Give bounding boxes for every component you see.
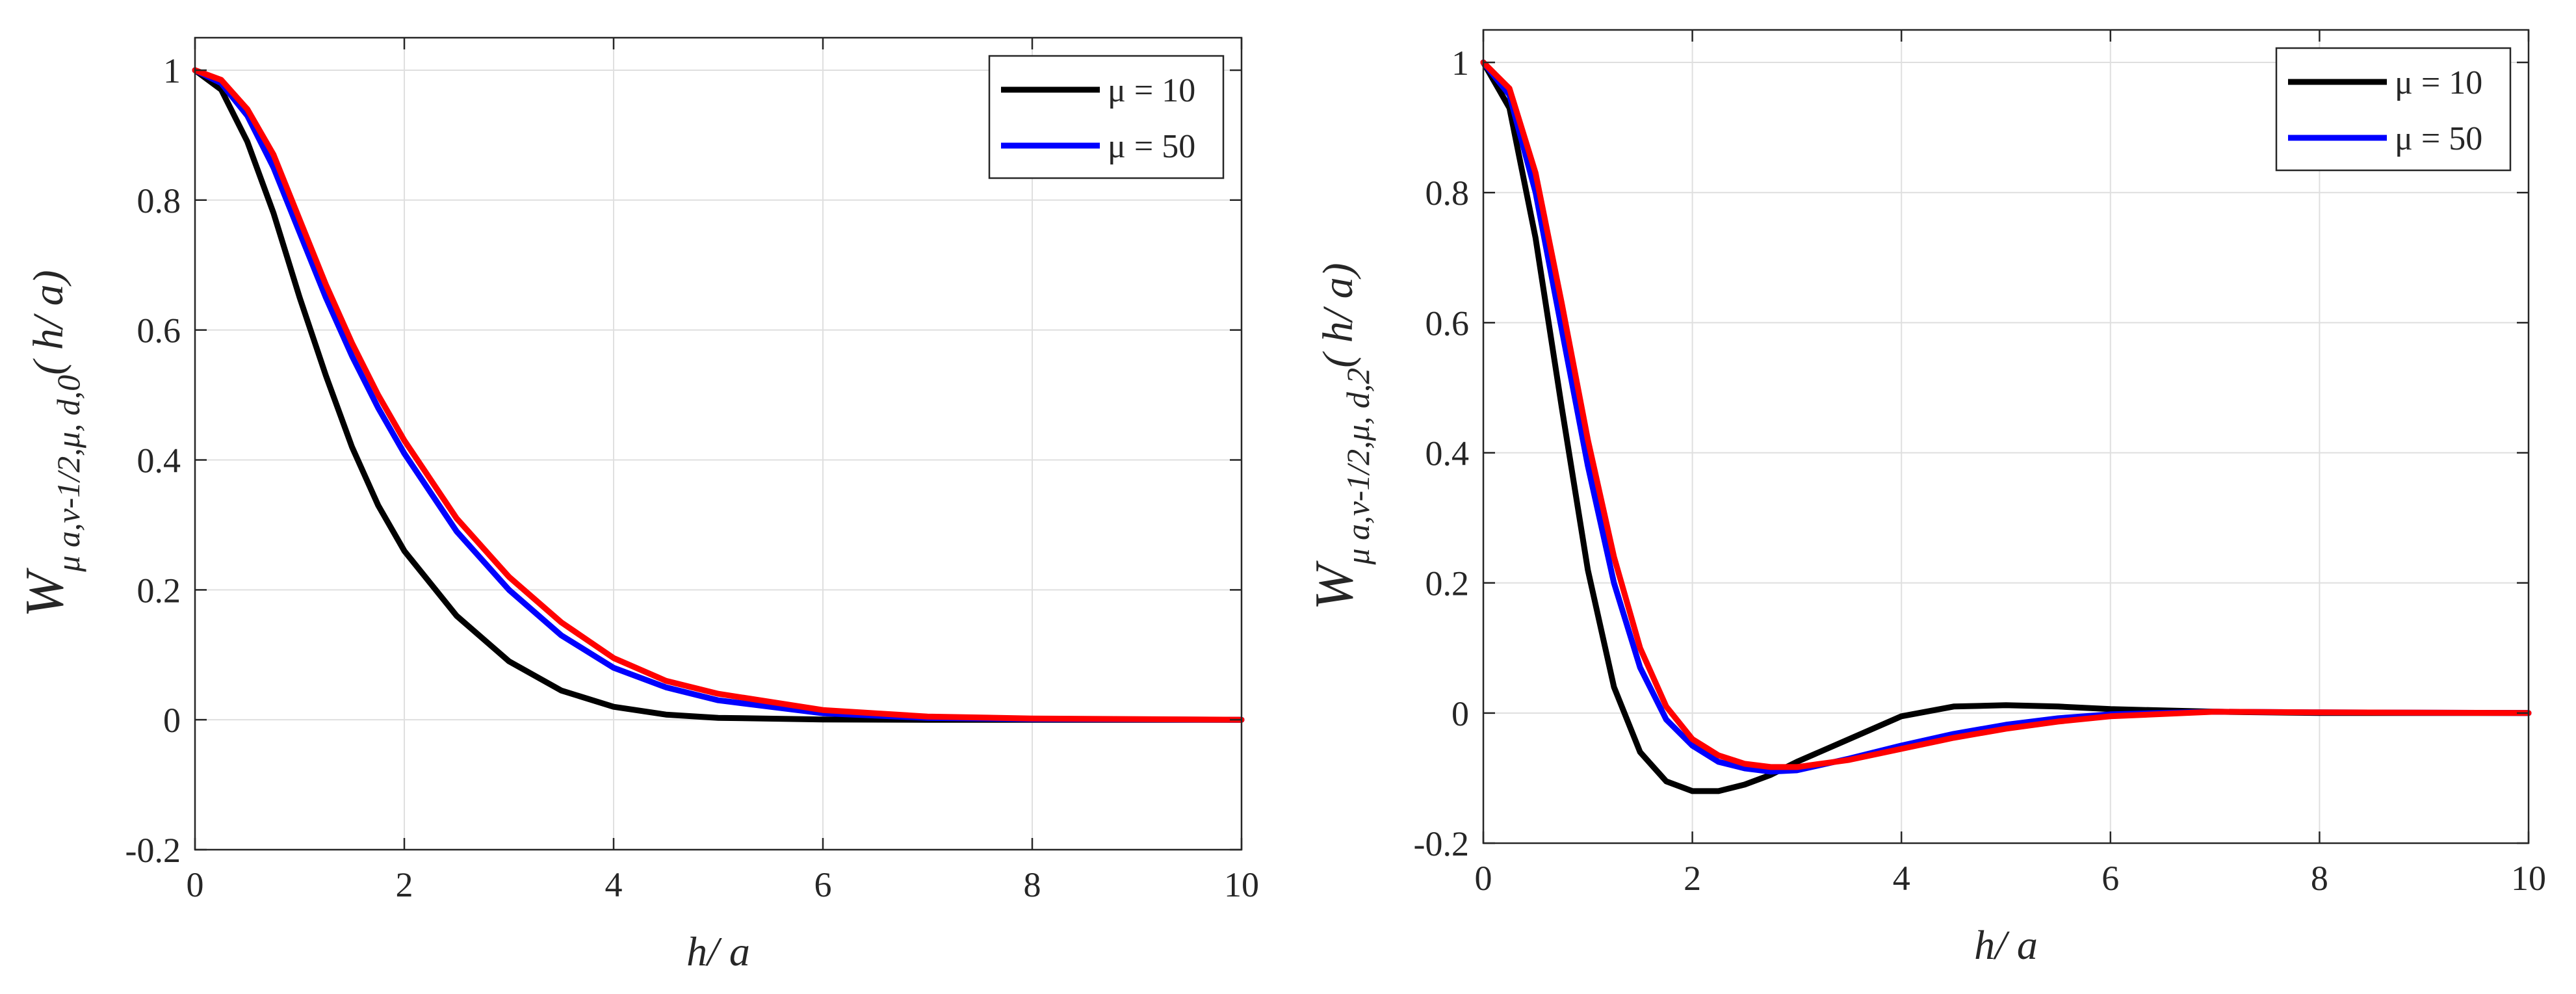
legend: μ = 10 μ = 50: [988, 55, 1225, 179]
y-tick-label: -0.2: [125, 831, 181, 870]
legend-label: μ = 50: [2395, 120, 2482, 157]
y-axis-title-main: W: [14, 568, 75, 618]
chart-panel-2: 0 2 4 6 8 10-0.200.20.40.60.81h/ aWμ a,ν-1/2,…: [1304, 29, 2546, 968]
legend-label: μ = 50: [1108, 128, 1195, 165]
y-tick-label: 0.2: [137, 571, 181, 610]
y-tick-label: 1: [1451, 44, 1469, 83]
x-tick-label: 6: [814, 865, 832, 904]
x-tick-label: 4: [1893, 859, 1910, 898]
series-line-3: [192, 67, 1245, 723]
legend-label: μ = 10: [1108, 72, 1195, 109]
y-tick-label: 0: [1451, 694, 1469, 733]
series-line-1: [192, 67, 1245, 723]
x-axis-title: h/ a: [686, 928, 750, 974]
y-axis-title-subscript: μ a,ν-1/2,μ, d,0: [50, 375, 86, 573]
y-tick-label: 1: [163, 51, 181, 90]
x-tick-label: 2: [1684, 859, 1701, 898]
axes-box: [194, 36, 1243, 851]
y-tick-label: 0.4: [137, 441, 181, 480]
y-tick-label: 0.6: [1425, 304, 1470, 343]
series-line-2: [192, 67, 1245, 723]
y-axis-title: Wμ a,ν-1/2,μ, d,0( h/ a): [14, 270, 86, 617]
x-tick-label: 0: [1475, 859, 1492, 898]
x-tick-label: 2: [396, 865, 413, 904]
x-axis-title: h/ a: [1974, 922, 2038, 968]
x-tick-label: 8: [2311, 859, 2328, 898]
series-line-3: [1480, 59, 2532, 770]
x-tick-label: 0: [187, 865, 204, 904]
x-tick-label: 4: [605, 865, 623, 904]
legend-box: [988, 55, 1225, 179]
axes-box: [1482, 29, 2530, 844]
y-tick-label: 0.4: [1425, 434, 1470, 473]
y-axis-title-main: W: [1304, 560, 1364, 610]
y-tick-label: 0: [163, 701, 181, 740]
chart-panel-1: 0 2 4 6 8 10-0.200.20.40.60.81h/ aWμ a,ν-1/2,…: [14, 36, 1259, 974]
y-axis-title-argument: ( h/ a): [25, 270, 72, 374]
series-line-1: [1480, 59, 2532, 794]
legend: μ = 10 μ = 50: [2275, 47, 2512, 172]
y-axis-title: Wμ a,ν-1/2,μ, d,2( h/ a): [1304, 263, 1376, 610]
legend-box: [2275, 47, 2512, 172]
y-tick-label: 0.8: [137, 181, 181, 220]
x-tick-label: 10: [1224, 865, 1259, 904]
y-axis-title-subscript: μ a,ν-1/2,μ, d,2: [1340, 368, 1376, 566]
y-tick-label: 0.2: [1425, 564, 1470, 603]
y-tick-label: 0.8: [1425, 174, 1470, 213]
legend-label: μ = 10: [2395, 64, 2482, 101]
y-tick-label: -0.2: [1414, 824, 1469, 863]
y-tick-label: 0.6: [137, 311, 181, 350]
x-tick-label: 10: [2511, 859, 2546, 898]
x-tick-label: 6: [2101, 859, 2119, 898]
y-axis-title-argument: ( h/ a): [1314, 263, 1362, 367]
x-tick-label: 8: [1024, 865, 1041, 904]
